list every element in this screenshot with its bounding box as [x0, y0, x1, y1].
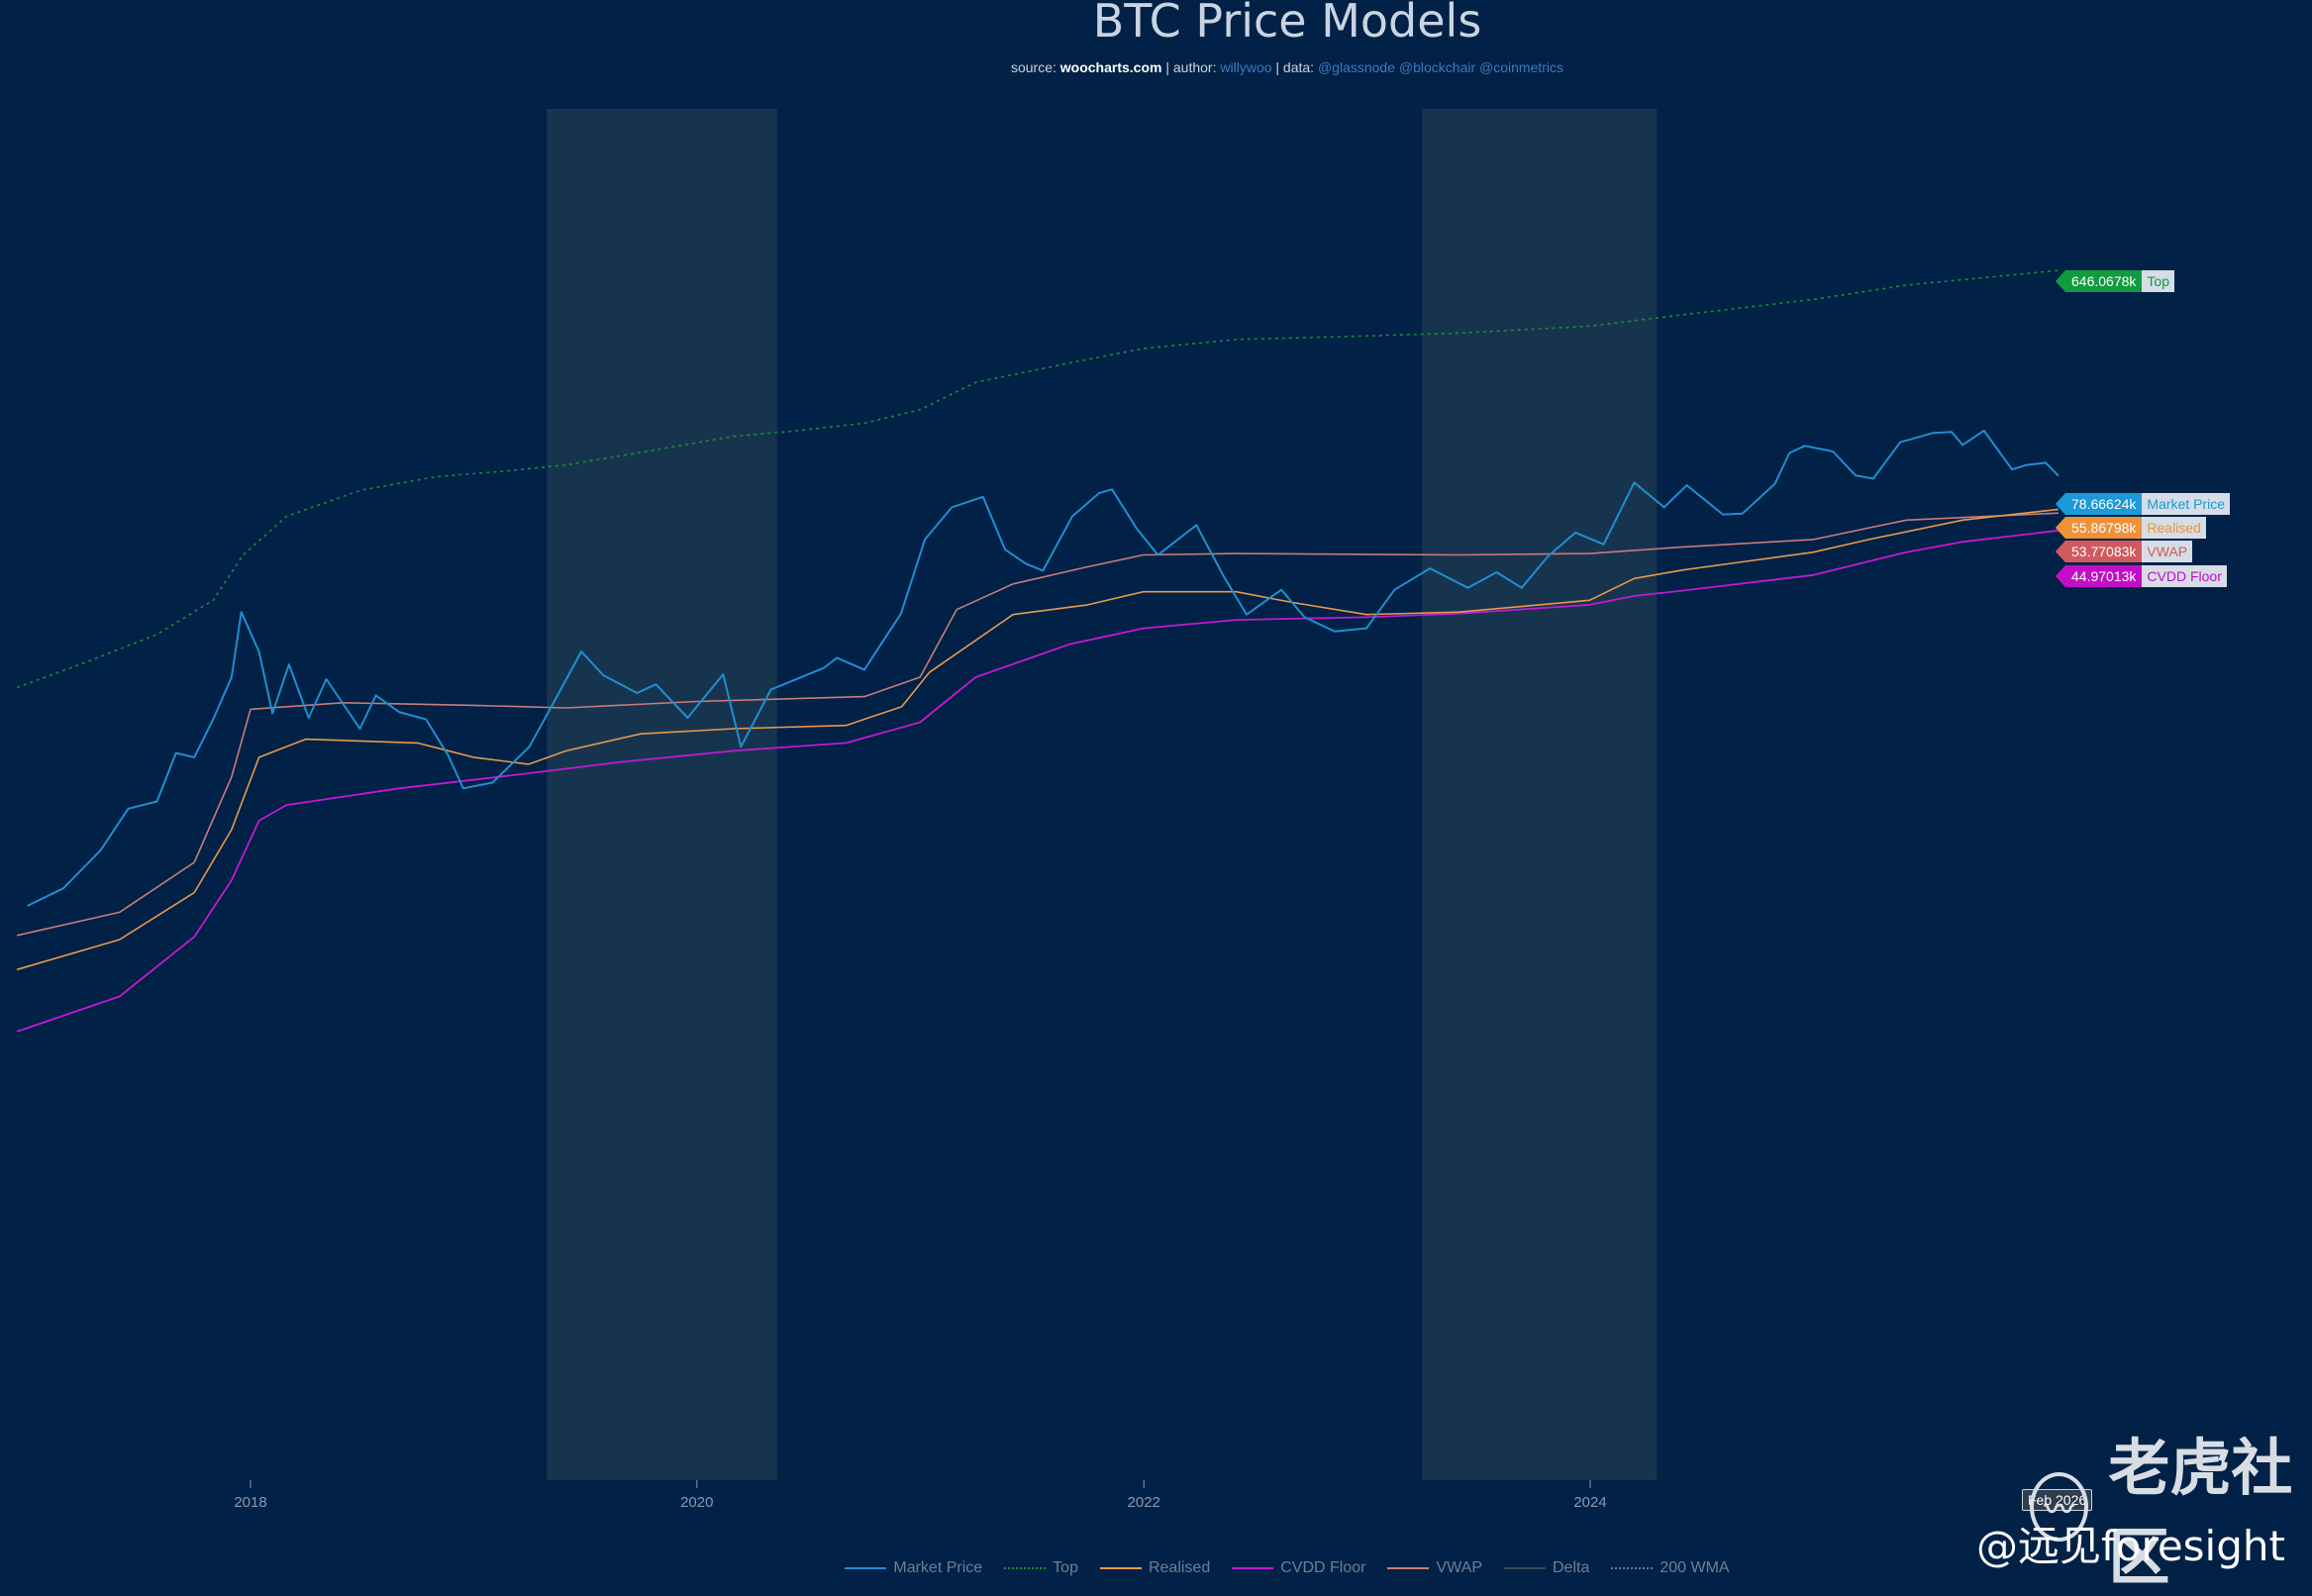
legend-item-realised[interactable]: Realised: [1099, 1559, 1211, 1577]
value-tag-market-price: 78.66624k Market Price: [2055, 493, 2230, 515]
legend-label: CVDD Floor: [1280, 1559, 1366, 1576]
legend-item-cvdd-floor[interactable]: CVDD Floor: [1232, 1559, 1365, 1577]
value-tag-amount: 44.97013k: [2055, 565, 2143, 587]
data-prefix: | data:: [1271, 59, 1318, 75]
x-axis-ticks: 2018 2020 2022 2024: [234, 1480, 1607, 1511]
series-line-realised[interactable]: [16, 508, 2060, 971]
legend-label: Top: [1053, 1559, 1078, 1576]
chart-subtitle: source: woocharts.com | author: willywoo…: [0, 59, 2312, 75]
legend-label: Market Price: [893, 1559, 983, 1576]
value-tag-top: 646.0678k Top: [2055, 270, 2174, 292]
shaded-period-2: [1422, 109, 1658, 1480]
tiger-logo-icon: 〰: [2030, 1472, 2089, 1542]
watermark-logo: 〰 老虎社区: [2030, 1418, 2312, 1596]
legend-swatch: [1611, 1567, 1654, 1569]
watermark-brand: 老虎社区: [2108, 1432, 2293, 1593]
x-tick-label-2022: 2022: [1128, 1494, 1160, 1511]
value-tag-arrow-icon: [2056, 517, 2065, 539]
legend-label: Realised: [1148, 1559, 1211, 1576]
series-line-top[interactable]: [16, 269, 2060, 689]
value-tag-realised: 55.86798k Realised: [2055, 517, 2206, 539]
series-line-market-price[interactable]: [27, 430, 2060, 907]
value-tag-amount: 55.86798k: [2055, 517, 2143, 539]
value-tag-series-name: Market Price: [2142, 493, 2230, 515]
value-tag-amount: 53.77083k: [2055, 541, 2143, 562]
legend-swatch: [1004, 1567, 1047, 1569]
source-link[interactable]: woocharts.com: [1059, 59, 1162, 75]
legend-item-200-wma[interactable]: 200 WMA: [1611, 1559, 1730, 1577]
value-tag-arrow-icon: [2056, 270, 2065, 292]
legend-swatch: [1099, 1567, 1142, 1569]
shaded-period-1: [547, 109, 777, 1480]
chart-title: BTC Price Models: [1092, 0, 1482, 48]
legend-swatch: [845, 1567, 887, 1569]
author-prefix: | author:: [1161, 59, 1221, 75]
source-prefix: source:: [1010, 59, 1060, 75]
legend-swatch: [1504, 1567, 1546, 1569]
series-lines: [16, 269, 2060, 1033]
value-tag-series-name: Realised: [2142, 517, 2206, 539]
author-link[interactable]: willywoo: [1220, 59, 1272, 75]
series-line-vwap[interactable]: [16, 512, 2060, 937]
value-tag-series-name: CVDD Floor: [2142, 565, 2227, 587]
value-tag-arrow-icon: [2056, 493, 2065, 515]
legend-item-market-price[interactable]: Market Price: [845, 1559, 982, 1577]
value-tag-arrow-icon: [2056, 541, 2065, 562]
value-tag-amount: 646.0678k: [2055, 270, 2143, 292]
value-tag-vwap: 53.77083k VWAP: [2055, 541, 2193, 562]
legend-item-top[interactable]: Top: [1004, 1559, 1078, 1577]
legend-item-delta[interactable]: Delta: [1504, 1559, 1589, 1577]
legend-item-vwap[interactable]: VWAP: [1387, 1559, 1482, 1577]
watermark-handle: @远见foresight: [1976, 1522, 2285, 1570]
legend-label: Delta: [1553, 1559, 1590, 1576]
data-sources-link[interactable]: @glassnode @blockchair @coinmetrics: [1317, 59, 1564, 75]
value-tag-arrow-icon: [2056, 565, 2065, 587]
x-tick-label-2020: 2020: [680, 1494, 713, 1511]
value-tag-cvdd-floor: 44.97013k CVDD Floor: [2055, 565, 2227, 587]
legend: Market Price Top Realised CVDD Floor VWAP Del…: [0, 1559, 2312, 1577]
legend-label: 200 WMA: [1659, 1559, 1730, 1576]
x-tick-label-2018: 2018: [234, 1494, 266, 1511]
value-tag-series-name: Top: [2142, 270, 2174, 292]
x-tick-label-2024: 2024: [1573, 1494, 1606, 1511]
legend-swatch: [1387, 1567, 1430, 1569]
value-tag-amount: 78.66624k: [2055, 493, 2143, 515]
series-line-cvdd-floor[interactable]: [16, 529, 2060, 1033]
shaded-periods: [547, 109, 1658, 1480]
legend-swatch: [1232, 1567, 1274, 1569]
value-tag-series-name: VWAP: [2142, 541, 2193, 562]
legend-label: VWAP: [1436, 1559, 1482, 1576]
